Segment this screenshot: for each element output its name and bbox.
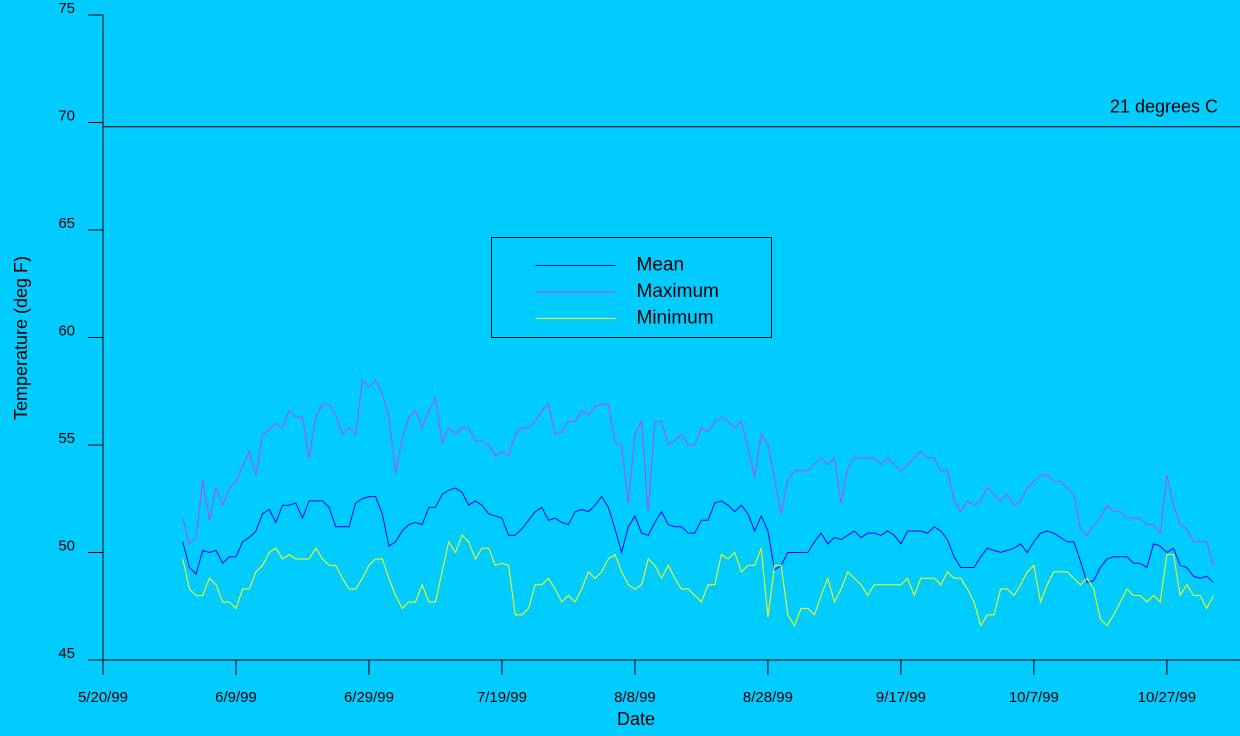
- x-tick-label: 6/29/99: [344, 689, 394, 706]
- y-tick-label: 55: [58, 430, 75, 447]
- x-tick-label: 8/28/99: [743, 689, 793, 706]
- x-tick-label: 9/17/99: [876, 689, 926, 706]
- x-tick-label: 10/27/99: [1138, 689, 1196, 706]
- y-tick-label: 45: [58, 645, 75, 662]
- x-tick-label: 5/20/99: [78, 689, 128, 706]
- legend-label: Minimum: [637, 308, 714, 329]
- series-line: [182, 487, 1214, 584]
- y-tick-label: 65: [58, 215, 75, 232]
- legend-box: [491, 237, 772, 338]
- series-line: [182, 534, 1214, 627]
- reference-label: 21 degrees C: [1110, 97, 1218, 117]
- x-tick-label: 8/8/99: [614, 689, 656, 706]
- legend-label: Mean: [637, 255, 685, 276]
- y-tick-label: 75: [58, 0, 75, 17]
- series-line: [182, 379, 1214, 566]
- x-tick-label: 10/7/99: [1009, 689, 1059, 706]
- y-tick-label: 70: [58, 107, 75, 124]
- legend-label: Maximum: [637, 281, 719, 302]
- x-axis-title: Date: [617, 709, 655, 729]
- y-axis-title: Temperature (deg F): [11, 256, 31, 420]
- x-tick-label: 7/19/99: [477, 689, 527, 706]
- y-tick-label: 60: [58, 322, 75, 339]
- x-tick-label: 6/9/99: [215, 689, 257, 706]
- y-tick-label: 50: [58, 537, 75, 554]
